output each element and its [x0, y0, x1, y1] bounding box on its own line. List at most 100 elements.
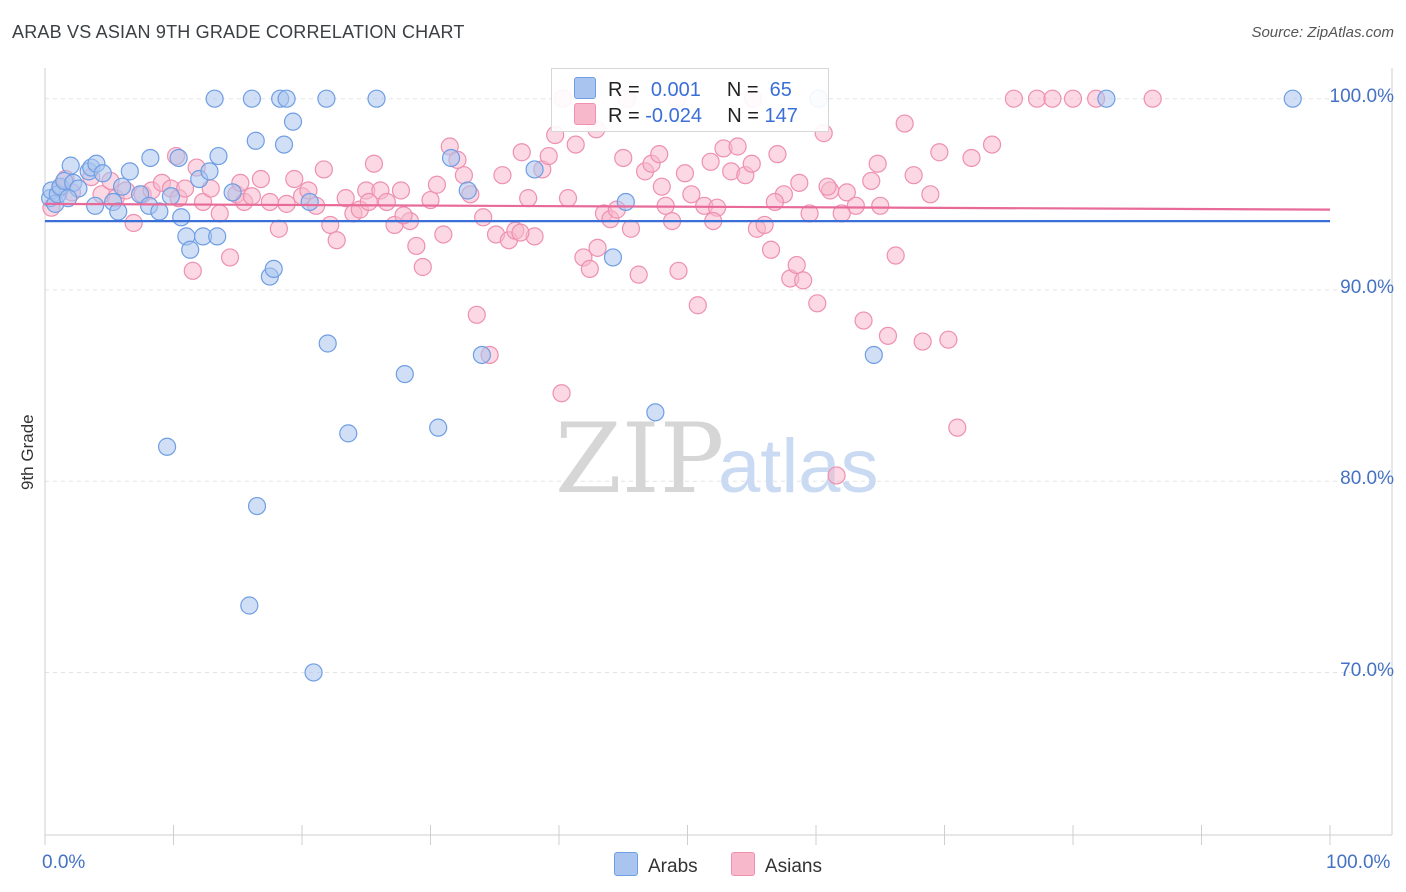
data-point-arabs[interactable] [274, 135, 294, 154]
data-point-arabs[interactable] [367, 89, 386, 108]
data-point-asians[interactable] [321, 215, 340, 235]
data-point-asians[interactable] [566, 135, 585, 154]
legend-item-asians[interactable]: Asians [730, 852, 822, 878]
data-point-asians[interactable] [886, 246, 905, 265]
data-point-asians[interactable] [269, 219, 288, 238]
data-point-asians[interactable] [588, 238, 607, 257]
data-point-arabs[interactable] [247, 496, 267, 516]
data-point-asians[interactable] [327, 231, 346, 250]
data-point-asians[interactable] [539, 146, 558, 166]
data-point-asians[interactable] [1143, 89, 1162, 108]
data-point-asians[interactable] [558, 189, 578, 208]
data-point-asians[interactable] [962, 148, 981, 168]
data-point-arabs[interactable] [86, 196, 105, 215]
data-point-arabs[interactable] [161, 187, 181, 206]
data-point-asians[interactable] [790, 173, 809, 192]
data-point-asians[interactable] [210, 204, 229, 223]
data-point-asians[interactable] [682, 185, 701, 204]
data-point-asians[interactable] [652, 177, 671, 196]
data-point-arabs[interactable] [150, 202, 169, 221]
data-point-arabs[interactable] [141, 148, 160, 168]
data-point-arabs[interactable] [181, 240, 200, 259]
data-point-asians[interactable] [675, 164, 695, 183]
data-point-arabs[interactable] [283, 112, 303, 131]
data-point-asians[interactable] [904, 166, 923, 185]
data-point-asians[interactable] [511, 223, 530, 242]
data-point-arabs[interactable] [429, 418, 448, 437]
data-point-asians[interactable] [467, 305, 486, 324]
data-point-arabs[interactable] [61, 156, 80, 175]
data-point-asians[interactable] [794, 271, 813, 290]
data-point-arabs[interactable] [240, 596, 259, 615]
data-point-arabs[interactable] [646, 403, 665, 422]
data-point-asians[interactable] [1004, 89, 1023, 108]
data-point-arabs[interactable] [169, 148, 188, 168]
data-point-asians[interactable] [939, 330, 958, 349]
data-point-arabs[interactable] [277, 89, 296, 108]
data-point-asians[interactable] [871, 196, 890, 215]
data-point-asians[interactable] [1063, 89, 1083, 108]
data-point-arabs[interactable] [318, 334, 337, 353]
data-point-asians[interactable] [454, 166, 474, 185]
data-point-asians[interactable] [862, 171, 881, 191]
data-point-asians[interactable] [614, 148, 633, 168]
legend-item-arabs[interactable]: Arabs [614, 852, 698, 878]
data-point-asians[interactable] [377, 192, 396, 212]
data-point-arabs[interactable] [1097, 89, 1116, 108]
data-point-asians[interactable] [621, 219, 641, 238]
data-point-asians[interactable] [768, 145, 787, 164]
data-point-arabs[interactable] [205, 89, 224, 108]
data-point-arabs[interactable] [864, 345, 883, 365]
data-point-arabs[interactable] [93, 164, 112, 183]
data-point-arabs[interactable] [304, 663, 323, 682]
data-point-asians[interactable] [175, 179, 195, 198]
data-point-asians[interactable] [913, 332, 932, 351]
data-point-asians[interactable] [242, 187, 261, 206]
data-point-asians[interactable] [427, 175, 447, 194]
data-point-asians[interactable] [260, 192, 279, 212]
data-point-asians[interactable] [474, 208, 493, 227]
data-point-arabs[interactable] [209, 146, 228, 166]
data-point-arabs[interactable] [246, 131, 265, 150]
data-point-asians[interactable] [407, 236, 426, 256]
data-point-asians[interactable] [854, 311, 873, 330]
data-point-arabs[interactable] [441, 148, 461, 168]
data-point-asians[interactable] [650, 145, 669, 164]
data-point-asians[interactable] [580, 259, 599, 278]
data-point-asians[interactable] [728, 137, 747, 156]
data-point-asians[interactable] [364, 154, 384, 173]
data-point-asians[interactable] [413, 257, 432, 277]
data-point-asians[interactable] [391, 181, 411, 200]
data-point-asians[interactable] [193, 192, 213, 212]
data-point-asians[interactable] [519, 189, 538, 208]
data-point-arabs[interactable] [242, 89, 261, 108]
data-point-asians[interactable] [1027, 89, 1047, 108]
data-point-asians[interactable] [124, 213, 143, 233]
data-point-arabs[interactable] [208, 227, 227, 246]
data-point-asians[interactable] [434, 225, 453, 244]
data-point-arabs[interactable] [525, 160, 544, 179]
data-point-arabs[interactable] [120, 162, 139, 181]
data-point-asians[interactable] [220, 248, 240, 267]
data-point-arabs[interactable] [59, 189, 78, 208]
data-point-asians[interactable] [183, 261, 202, 280]
data-point-asians[interactable] [808, 294, 827, 313]
data-point-asians[interactable] [755, 215, 774, 235]
data-point-arabs[interactable] [172, 208, 191, 227]
data-point-asians[interactable] [846, 196, 865, 215]
data-point-asians[interactable] [742, 154, 761, 173]
data-point-asians[interactable] [787, 255, 806, 275]
data-point-arabs[interactable] [339, 424, 358, 443]
data-point-arabs[interactable] [109, 202, 128, 221]
data-point-arabs[interactable] [395, 364, 414, 384]
data-point-arabs[interactable] [264, 259, 283, 278]
data-point-asians[interactable] [948, 418, 967, 437]
data-point-asians[interactable] [761, 240, 781, 259]
data-point-asians[interactable] [827, 466, 846, 485]
data-point-asians[interactable] [359, 192, 378, 212]
data-point-asians[interactable] [982, 135, 1002, 154]
data-point-arabs[interactable] [472, 345, 491, 365]
data-point-asians[interactable] [837, 183, 856, 202]
data-point-asians[interactable] [895, 114, 914, 133]
data-point-asians[interactable] [394, 206, 413, 225]
